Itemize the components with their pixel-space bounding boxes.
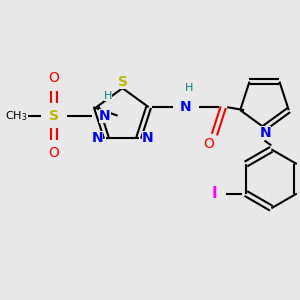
Text: I: I — [212, 186, 217, 201]
Text: N: N — [142, 131, 153, 145]
Text: O: O — [48, 71, 59, 85]
Text: H: H — [185, 82, 193, 92]
Text: N: N — [180, 100, 192, 114]
Text: S: S — [118, 75, 128, 89]
Text: O: O — [203, 137, 214, 152]
Text: N: N — [99, 109, 111, 123]
Text: H: H — [103, 91, 112, 101]
Text: CH$_3$: CH$_3$ — [5, 109, 28, 122]
Text: N: N — [260, 126, 271, 140]
Text: O: O — [48, 146, 59, 160]
Text: S: S — [49, 109, 59, 123]
Text: N: N — [92, 131, 103, 145]
